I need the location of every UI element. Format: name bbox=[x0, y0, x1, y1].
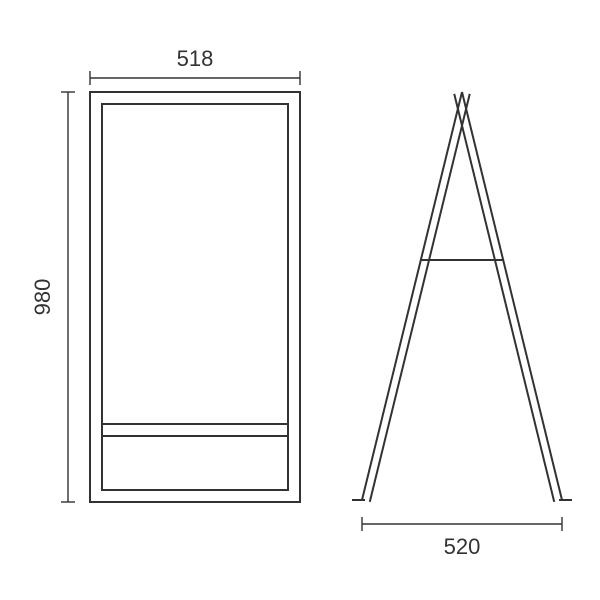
side-view bbox=[352, 92, 572, 502]
dim-bottom-label: 520 bbox=[444, 534, 481, 559]
dimensions: 518 980 520 bbox=[30, 46, 562, 559]
dim-left-label: 980 bbox=[30, 279, 55, 316]
front-outer-frame bbox=[90, 92, 300, 502]
aframe-leg bbox=[362, 92, 462, 500]
front-view bbox=[90, 92, 300, 502]
dim-top-label: 518 bbox=[177, 46, 214, 71]
front-inner-frame bbox=[102, 104, 288, 490]
aframe-leg-inner bbox=[454, 94, 554, 502]
aframe-leg-inner bbox=[370, 94, 470, 502]
aframe-leg bbox=[462, 92, 562, 500]
